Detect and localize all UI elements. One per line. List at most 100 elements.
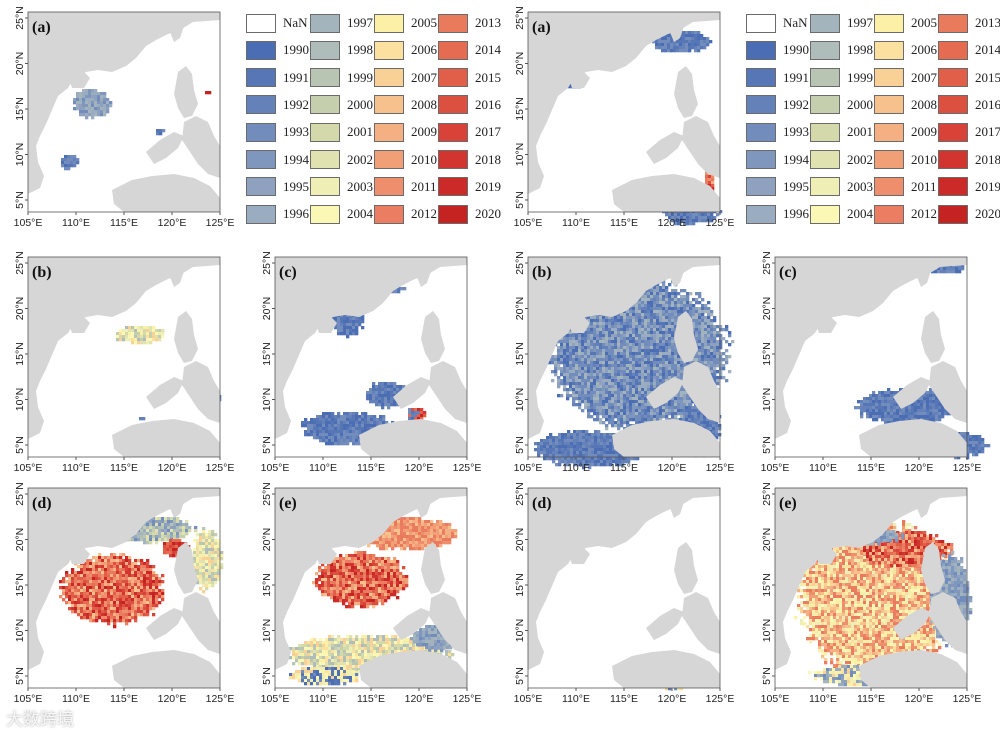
legend-swatch: [874, 122, 904, 142]
data-cell: [355, 650, 359, 654]
data-cell: [674, 301, 678, 305]
data-cell: [348, 596, 352, 600]
data-cell: [360, 581, 364, 585]
data-cell: [384, 572, 388, 576]
data-cell: [411, 414, 415, 418]
data-cell: [67, 167, 71, 171]
data-cell: [83, 601, 87, 605]
data-cell: [641, 304, 645, 308]
data-cell: [346, 424, 350, 428]
data-cell: [152, 604, 156, 608]
data-cell: [217, 551, 221, 555]
data-cell: [665, 286, 669, 290]
data-cell: [710, 310, 714, 314]
data-cell: [617, 328, 621, 332]
data-cell: [322, 436, 326, 440]
data-cell: [152, 595, 156, 599]
data-cell: [650, 334, 654, 338]
data-cell: [593, 340, 597, 344]
data-cell: [626, 325, 630, 329]
data-cell: [217, 539, 221, 543]
data-cell: [703, 43, 707, 47]
data-cell: [394, 644, 398, 648]
data-cell: [325, 656, 329, 660]
land-shape: [646, 132, 684, 164]
data-cell: [355, 656, 359, 660]
data-cell: [77, 565, 81, 569]
data-cell: [333, 563, 337, 567]
data-cell: [397, 650, 401, 654]
data-cell: [104, 583, 108, 587]
data-cell: [436, 650, 440, 654]
data-cell: [370, 421, 374, 425]
data-cell: [185, 532, 189, 536]
data-cell: [431, 628, 435, 632]
data-cell: [689, 216, 693, 220]
data-cell: [620, 340, 624, 344]
data-cell: [387, 557, 391, 561]
data-cell: [590, 343, 594, 347]
data-cell: [436, 544, 440, 548]
data-cell: [349, 679, 353, 683]
data-cell: [73, 101, 77, 105]
legend-swatch: [310, 13, 340, 33]
data-cell: [104, 613, 108, 617]
data-cell: [443, 646, 447, 650]
data-cell: [143, 610, 147, 614]
data-cell: [98, 568, 102, 572]
legend-swatch: [746, 40, 776, 60]
data-cell: [635, 316, 639, 320]
data-cell: [343, 670, 347, 674]
data-cell: [372, 563, 376, 567]
data-cell: [620, 322, 624, 326]
data-cell: [590, 340, 594, 344]
data-cell: [330, 575, 334, 579]
data-cell: [671, 289, 675, 293]
data-cell: [128, 538, 132, 542]
data-cell: [662, 283, 666, 287]
legend-label: 2019: [975, 178, 1000, 194]
data-cell: [156, 132, 160, 136]
legend-left-item-1999: 1999: [310, 67, 373, 89]
data-cell: [80, 565, 84, 569]
data-cell: [342, 575, 346, 579]
legend-left-item-1994: 1994: [246, 149, 309, 171]
data-cell: [352, 436, 356, 440]
data-cell: [361, 656, 365, 660]
data-cell: [352, 320, 356, 324]
data-cell: [91, 101, 95, 105]
data-cell: [128, 565, 132, 569]
data-cell: [345, 581, 349, 585]
data-cell: [704, 325, 708, 329]
data-cell: [131, 586, 135, 590]
data-cell: [315, 581, 319, 585]
data-cell: [363, 575, 367, 579]
data-cell: [304, 667, 308, 671]
data-cell: [179, 520, 183, 524]
data-cell: [316, 679, 320, 683]
data-cell: [602, 319, 606, 323]
data-cell: [167, 526, 171, 530]
data-cell: [719, 210, 723, 214]
data-cell: [92, 556, 96, 560]
data-cell: [113, 601, 117, 605]
y-tick-label: 20°N: [261, 297, 273, 320]
data-cell: [403, 287, 407, 291]
data-cell: [64, 161, 68, 165]
data-cell: [128, 562, 132, 566]
data-cell: [355, 436, 359, 440]
data-cell: [331, 421, 335, 425]
data-cell: [647, 313, 651, 317]
data-cell: [375, 385, 379, 389]
data-cell: [638, 343, 642, 347]
data-cell: [644, 337, 648, 341]
data-cell: [402, 587, 406, 591]
legend-left-item-1998: 1998: [310, 39, 373, 61]
data-cell: [620, 328, 624, 332]
data-cell: [391, 290, 395, 294]
data-cell: [667, 46, 671, 50]
data-cell: [131, 562, 135, 566]
data-cell: [358, 656, 362, 660]
data-cell: [100, 92, 104, 96]
legend-left-item-1990: 1990: [246, 39, 309, 61]
